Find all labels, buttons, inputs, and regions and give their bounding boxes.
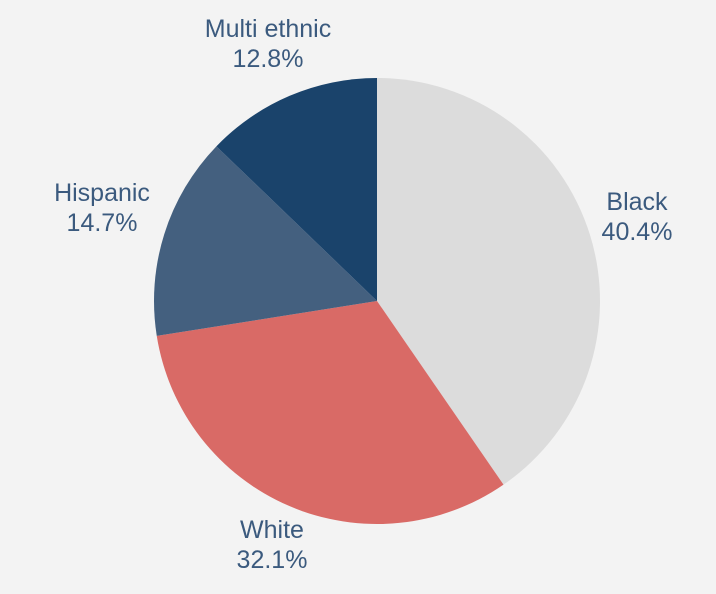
slice-label-hispanic: Hispanic bbox=[54, 179, 150, 207]
pie-slice-black bbox=[377, 78, 601, 485]
pie-slice-hispanic bbox=[154, 146, 377, 336]
pie-slice-multi-ethnic bbox=[216, 78, 377, 301]
slice-label-white: White bbox=[240, 516, 304, 544]
slice-value-black: 40.4% bbox=[602, 218, 673, 246]
slice-value-hispanic: 14.7% bbox=[67, 209, 138, 237]
pie-slice-white bbox=[156, 301, 504, 524]
slice-label-black: Black bbox=[606, 188, 668, 216]
slice-label-multi-ethnic: Multi ethnic bbox=[205, 15, 331, 43]
pie-slices bbox=[154, 78, 601, 524]
slice-value-white: 32.1% bbox=[237, 546, 308, 574]
slice-value-multi-ethnic: 12.8% bbox=[233, 45, 304, 73]
